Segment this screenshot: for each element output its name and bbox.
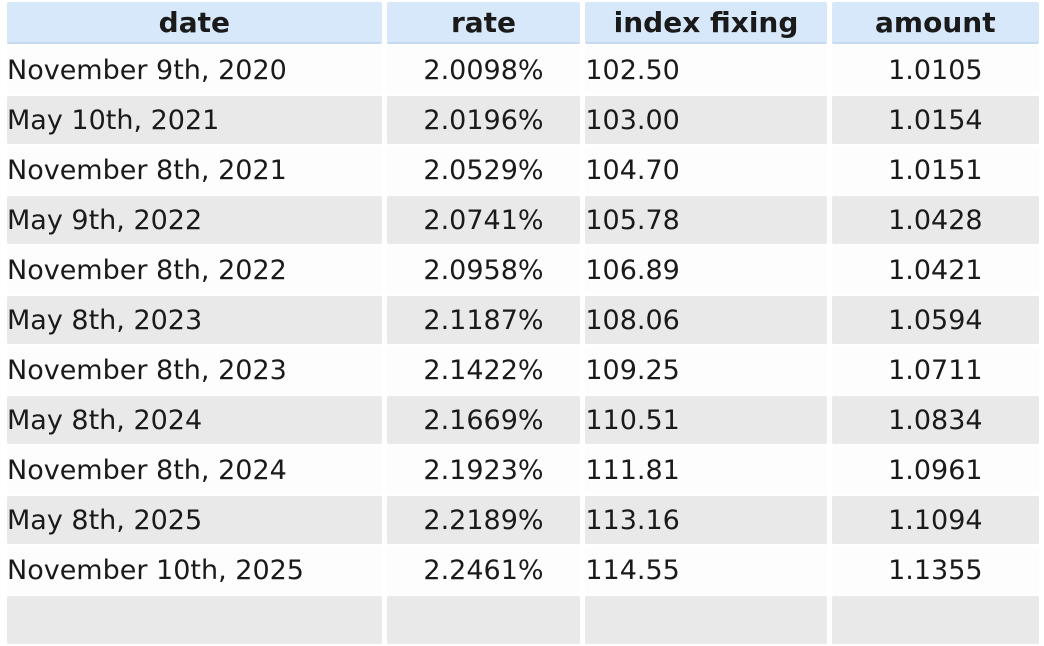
cell-rate: 2.0958% (386, 246, 581, 294)
cell-rate: 2.1669% (386, 396, 581, 444)
cell-index-fixing: 104.70 (585, 146, 827, 194)
cell-index-fixing: 108.06 (585, 296, 827, 344)
cell-index-fixing: 102.50 (585, 46, 827, 94)
cell-date: November 10th, 2025 (7, 546, 382, 594)
table-row: May 10th, 2021 2.0196% 103.00 1.0154 (7, 96, 1039, 144)
cell-index-fixing: 106.89 (585, 246, 827, 294)
cell-date: November 8th, 2022 (7, 246, 382, 294)
table-row-partial (7, 596, 1039, 644)
cell-rate: 2.0196% (386, 96, 581, 144)
cell-rate: 2.1187% (386, 296, 581, 344)
cell-amount: 1.0428 (831, 196, 1039, 244)
cell-index-fixing: 109.25 (585, 346, 827, 394)
table-row: November 8th, 2021 2.0529% 104.70 1.0151 (7, 146, 1039, 194)
cell-rate: 2.1923% (386, 446, 581, 494)
cell-index-fixing: 113.16 (585, 496, 827, 544)
table-header: date rate index fixing amount (7, 2, 1039, 44)
cell-rate: 2.1422% (386, 346, 581, 394)
table-row: May 9th, 2022 2.0741% 105.78 1.0428 (7, 196, 1039, 244)
cell-index-fixing: 103.00 (585, 96, 827, 144)
cell-date: November 9th, 2020 (7, 46, 382, 94)
header-row: date rate index fixing amount (7, 2, 1039, 44)
cell-date: November 8th, 2024 (7, 446, 382, 494)
table-row: November 8th, 2022 2.0958% 106.89 1.0421 (7, 246, 1039, 294)
column-header-date: date (7, 2, 382, 44)
cell-date: May 9th, 2022 (7, 196, 382, 244)
cell-amount: 1.0594 (831, 296, 1039, 344)
cell-amount: 1.0151 (831, 146, 1039, 194)
cell-date: May 8th, 2023 (7, 296, 382, 344)
cell-date: November 8th, 2023 (7, 346, 382, 394)
cell-amount (831, 596, 1039, 644)
cell-index-fixing: 105.78 (585, 196, 827, 244)
cell-date: May 8th, 2025 (7, 496, 382, 544)
cell-rate: 2.0098% (386, 46, 581, 94)
table-row: November 9th, 2020 2.0098% 102.50 1.0105 (7, 46, 1039, 94)
cell-rate: 2.0529% (386, 146, 581, 194)
table-row: November 8th, 2024 2.1923% 111.81 1.0961 (7, 446, 1039, 494)
table-row: November 8th, 2023 2.1422% 109.25 1.0711 (7, 346, 1039, 394)
cell-rate: 2.2189% (386, 496, 581, 544)
cell-index-fixing: 111.81 (585, 446, 827, 494)
column-header-index-fixing: index fixing (585, 2, 827, 44)
cell-amount: 1.0105 (831, 46, 1039, 94)
cell-date: May 10th, 2021 (7, 96, 382, 144)
cell-index-fixing (585, 596, 827, 644)
cell-amount: 1.0961 (831, 446, 1039, 494)
cell-index-fixing: 114.55 (585, 546, 827, 594)
cell-amount: 1.0421 (831, 246, 1039, 294)
cell-amount: 1.0834 (831, 396, 1039, 444)
table-row: November 10th, 2025 2.2461% 114.55 1.1355 (7, 546, 1039, 594)
cell-amount: 1.0711 (831, 346, 1039, 394)
cell-rate: 2.0741% (386, 196, 581, 244)
cell-date: May 8th, 2024 (7, 396, 382, 444)
cell-amount: 1.1355 (831, 546, 1039, 594)
table-row: May 8th, 2025 2.2189% 113.16 1.1094 (7, 496, 1039, 544)
cell-date (7, 596, 382, 644)
cell-amount: 1.1094 (831, 496, 1039, 544)
cell-rate (386, 596, 581, 644)
cell-index-fixing: 110.51 (585, 396, 827, 444)
table-body: November 9th, 2020 2.0098% 102.50 1.0105 May… (7, 46, 1039, 644)
cell-rate: 2.2461% (386, 546, 581, 594)
column-header-rate: rate (386, 2, 581, 44)
column-header-amount: amount (831, 2, 1039, 44)
cell-date: November 8th, 2021 (7, 146, 382, 194)
table-row: May 8th, 2024 2.1669% 110.51 1.0834 (7, 396, 1039, 444)
cell-amount: 1.0154 (831, 96, 1039, 144)
table-row: May 8th, 2023 2.1187% 108.06 1.0594 (7, 296, 1039, 344)
